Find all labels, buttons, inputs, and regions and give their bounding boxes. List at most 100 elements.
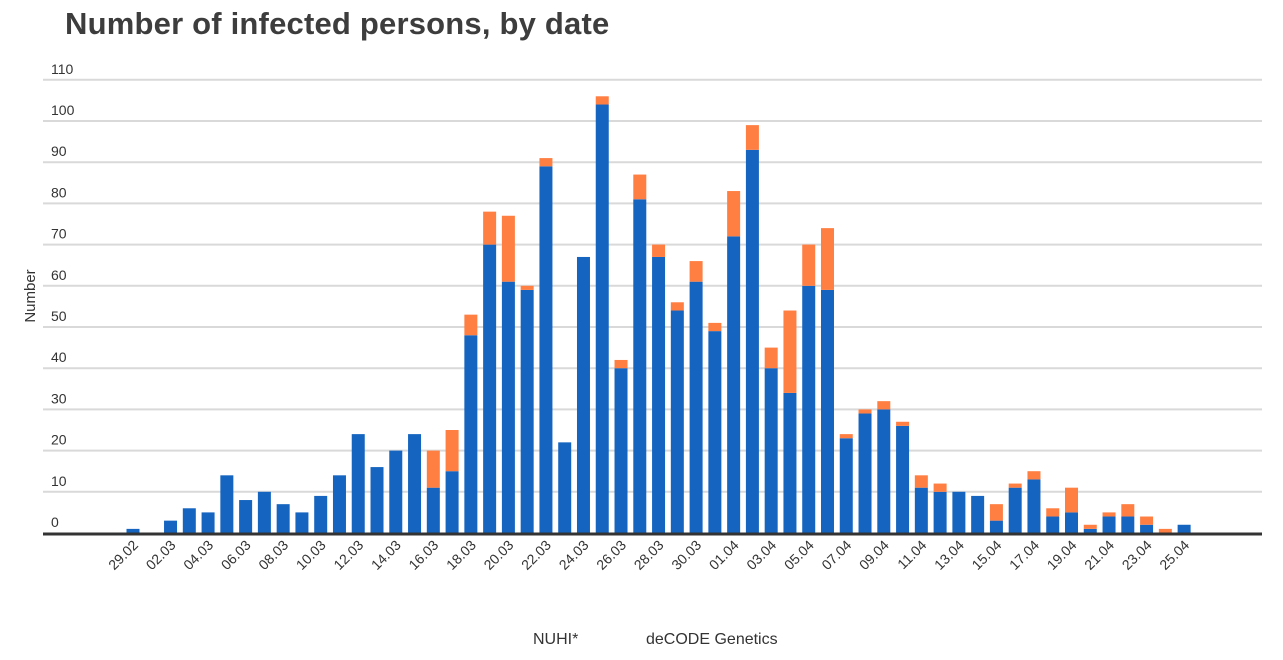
x-tick-label: 10.03 xyxy=(293,537,329,573)
bar-decode-genetics xyxy=(764,347,778,369)
bar-nuhi xyxy=(971,495,985,533)
bar-decode-genetics xyxy=(877,401,891,410)
bar-decode-genetics xyxy=(914,475,928,488)
x-tick-label: 11.04 xyxy=(894,537,930,573)
x-tick-label: 17.04 xyxy=(1006,537,1042,573)
x-axis-ticks: 29.02 02.03 04.03 06.03 08.03 10.03 12.03 14.03… xyxy=(105,537,1192,573)
bar-decode-genetics xyxy=(520,285,534,290)
y-tick-label: 50 xyxy=(51,308,67,324)
bar-nuhi xyxy=(1177,524,1191,533)
x-tick-label: 07.04 xyxy=(818,537,854,573)
bar-nuhi xyxy=(858,413,872,533)
bar-decode-genetics xyxy=(1121,504,1135,517)
bar-decode-genetics xyxy=(595,96,609,105)
x-tick-label: 16.03 xyxy=(405,537,441,573)
bar-decode-genetics xyxy=(896,421,910,426)
bar-nuhi xyxy=(332,475,346,533)
legend-item-nuhi: NUHI* xyxy=(533,631,578,649)
bars xyxy=(126,96,1191,534)
bar-nuhi xyxy=(614,368,628,533)
bar-nuhi xyxy=(595,104,609,534)
x-tick-label: 09.04 xyxy=(856,537,892,573)
x-tick-label: 23.04 xyxy=(1119,537,1155,573)
bar-nuhi xyxy=(276,504,290,533)
bar-nuhi xyxy=(126,528,140,533)
bar-decode-genetics xyxy=(501,215,515,282)
bar-decode-genetics xyxy=(483,211,497,245)
bar-nuhi xyxy=(689,281,703,533)
bar-nuhi xyxy=(483,244,497,533)
x-tick-label: 24.03 xyxy=(556,537,592,573)
x-tick-label: 19.04 xyxy=(1044,537,1080,573)
y-tick-label: 20 xyxy=(51,432,67,448)
bar-decode-genetics xyxy=(745,125,759,150)
bar-decode-genetics xyxy=(445,430,459,472)
bar-nuhi xyxy=(182,508,196,533)
bar-nuhi xyxy=(351,434,365,533)
bar-decode-genetics xyxy=(670,302,684,311)
x-tick-label: 26.03 xyxy=(593,537,629,573)
bar-decode-genetics xyxy=(1102,512,1116,517)
bar-nuhi xyxy=(164,520,178,533)
x-tick-label: 25.04 xyxy=(1156,537,1192,573)
x-tick-label: 30.03 xyxy=(668,537,704,573)
x-tick-label: 14.03 xyxy=(368,537,404,573)
y-tick-label: 40 xyxy=(51,349,67,365)
y-tick-label: 70 xyxy=(51,226,67,242)
bar-decode-genetics xyxy=(1065,487,1078,513)
x-tick-label: 03.04 xyxy=(743,537,779,573)
bar-nuhi xyxy=(558,442,572,533)
y-tick-label: 110 xyxy=(51,61,74,77)
x-tick-label: 08.03 xyxy=(255,537,291,573)
bar-nuhi xyxy=(708,331,722,533)
y-tick-label: 90 xyxy=(51,143,67,159)
y-tick-label: 0 xyxy=(51,514,59,530)
bar-nuhi xyxy=(727,236,741,534)
bar-decode-genetics xyxy=(783,310,797,393)
bar-nuhi xyxy=(220,475,234,533)
y-tick-label: 10 xyxy=(51,473,67,489)
bar-chart: 0 10 20 30 40 50 60 70 80 90 100 110 Number 29.02 02… xyxy=(22,61,1262,573)
bar-decode-genetics xyxy=(802,244,816,286)
bar-nuhi xyxy=(576,256,590,533)
bar-decode-genetics xyxy=(933,483,947,492)
bar-decode-genetics xyxy=(1008,483,1022,488)
bar-nuhi xyxy=(820,289,834,533)
bar-decode-genetics xyxy=(652,244,666,257)
bar-nuhi xyxy=(877,409,891,533)
bar-nuhi xyxy=(933,491,947,533)
y-tick-label: 30 xyxy=(51,390,67,406)
bar-nuhi xyxy=(1027,479,1041,533)
bar-decode-genetics xyxy=(614,359,628,369)
y-tick-label: 60 xyxy=(51,267,67,283)
bar-nuhi xyxy=(633,199,647,533)
bar-decode-genetics xyxy=(858,409,872,414)
x-tick-label: 04.03 xyxy=(180,537,216,573)
bar-nuhi xyxy=(1083,528,1097,533)
bar-decode-genetics xyxy=(1046,508,1060,517)
bar-decode-genetics xyxy=(633,174,647,200)
bar-nuhi xyxy=(1102,516,1116,533)
bar-nuhi xyxy=(764,368,778,533)
legend: NUHI* deCODE Genetics xyxy=(0,631,1283,655)
bar-nuhi xyxy=(839,438,853,533)
bar-nuhi xyxy=(1065,512,1078,533)
bar-nuhi xyxy=(783,392,797,533)
bar-nuhi xyxy=(989,520,1003,533)
bar-nuhi xyxy=(408,434,422,533)
bar-decode-genetics xyxy=(727,191,741,237)
x-tick-label: 22.03 xyxy=(518,537,554,573)
bar-decode-genetics xyxy=(426,450,440,488)
legend-item-decode-genetics: deCODE Genetics xyxy=(646,631,778,649)
bar-nuhi xyxy=(389,450,403,533)
bar-nuhi xyxy=(539,166,553,533)
bar-decode-genetics xyxy=(689,261,703,282)
x-tick-label: 29.02 xyxy=(105,537,141,573)
bar-nuhi xyxy=(745,149,759,533)
bar-decode-genetics xyxy=(989,504,1003,521)
bar-nuhi xyxy=(1140,524,1154,533)
x-tick-label: 05.04 xyxy=(781,537,817,573)
bar-nuhi xyxy=(1046,516,1060,533)
bar-decode-genetics xyxy=(1140,516,1154,525)
x-tick-label: 13.04 xyxy=(931,537,967,573)
